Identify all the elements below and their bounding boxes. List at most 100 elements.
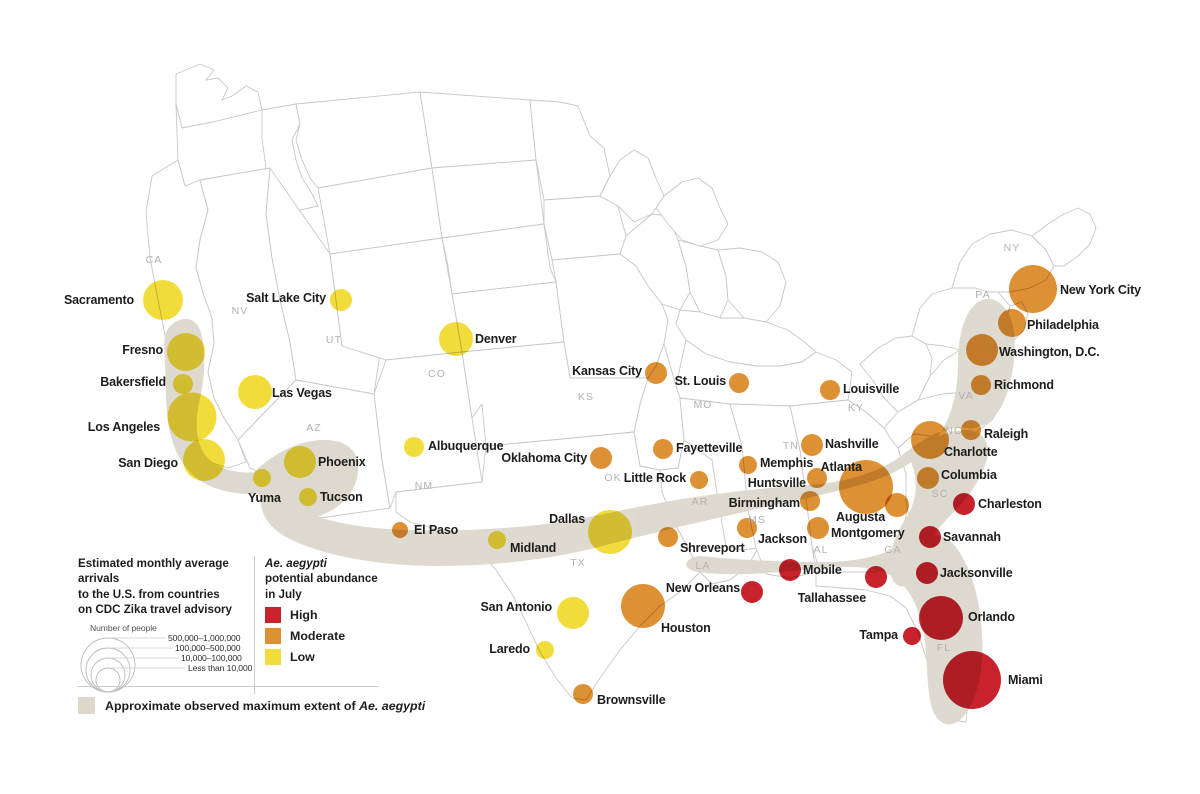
- extent-color-swatch: [78, 697, 95, 714]
- city-label: Sacramento: [63, 292, 134, 307]
- city-bubble[interactable]: [588, 510, 632, 554]
- city-bubble[interactable]: [392, 522, 408, 538]
- city-label: Jacksonville: [940, 565, 1013, 580]
- city-bubble[interactable]: [779, 559, 801, 581]
- city-bubble[interactable]: [739, 456, 757, 474]
- city-bubble[interactable]: [238, 375, 272, 409]
- city-bubble[interactable]: [404, 437, 424, 457]
- city-bubble[interactable]: [330, 289, 352, 311]
- city-bubble[interactable]: [807, 517, 829, 539]
- city-bubble[interactable]: [917, 467, 939, 489]
- city-label: New York City: [1060, 282, 1141, 297]
- city-bubble[interactable]: [916, 562, 938, 584]
- city-label: Orlando: [968, 609, 1015, 624]
- city-bubble[interactable]: [488, 531, 506, 549]
- city-bubble[interactable]: [536, 641, 554, 659]
- city-bubble[interactable]: [645, 362, 667, 384]
- city-bubble[interactable]: [998, 309, 1026, 337]
- city-bubble[interactable]: [737, 518, 757, 538]
- city-bubble[interactable]: [439, 322, 473, 356]
- abundance-legend-row[interactable]: Moderate: [265, 627, 378, 644]
- city-bubble[interactable]: [658, 527, 678, 547]
- city-label: Atlanta: [820, 459, 862, 474]
- state-abbreviation-label: TN: [782, 440, 800, 452]
- legend-extent: Approximate observed maximum extent of A…: [78, 697, 425, 714]
- city-label: Los Angeles: [87, 419, 160, 434]
- city-bubble[interactable]: [557, 597, 589, 629]
- city-label: Shreveport: [680, 540, 745, 555]
- abundance-legend-row[interactable]: Low: [265, 648, 378, 665]
- city-bubble[interactable]: [173, 374, 193, 394]
- city-label: New Orleans: [665, 580, 740, 595]
- city-bubble[interactable]: [911, 421, 949, 459]
- city-bubble[interactable]: [299, 488, 317, 506]
- city-bubble[interactable]: [729, 373, 749, 393]
- city-bubble[interactable]: [919, 596, 963, 640]
- nested-circles-icon: [80, 637, 186, 693]
- city-bubble[interactable]: [690, 471, 708, 489]
- abundance-swatch-list: High Moderate Low: [265, 606, 378, 665]
- city-bubble[interactable]: [885, 493, 909, 517]
- city-label: Huntsville: [747, 475, 806, 490]
- city-bubble[interactable]: [953, 493, 975, 515]
- city-bubble[interactable]: [807, 468, 827, 488]
- city-label: San Diego: [118, 455, 178, 470]
- city-bubble[interactable]: [183, 439, 225, 481]
- city-label: Richmond: [994, 377, 1054, 392]
- city-bubble[interactable]: [903, 627, 921, 645]
- city-bubble[interactable]: [167, 392, 217, 442]
- city-bubble[interactable]: [839, 460, 893, 514]
- state-abbreviation-label: TX: [570, 557, 586, 569]
- city-bubble[interactable]: [167, 333, 205, 371]
- legend-size-scale: Number of people 500,000–1,000,000 100,0…: [78, 622, 254, 694]
- legend-horizontal-rule: [78, 686, 378, 687]
- legend-abundance: Ae. aegypti potential abundance in July …: [265, 556, 378, 694]
- city-bubble[interactable]: [801, 434, 823, 456]
- state-abbreviation-label: MS: [748, 514, 766, 526]
- legend-size-axis-label: Number of people: [90, 623, 157, 634]
- city-label: Salt Lake City: [246, 290, 326, 305]
- abundance-legend-row[interactable]: High: [265, 606, 378, 623]
- city-label: Montgomery: [831, 525, 905, 540]
- city-bubble[interactable]: [621, 584, 665, 628]
- city-bubble[interactable]: [971, 375, 991, 395]
- extent-species-name: Ae. aegypti: [359, 698, 426, 713]
- city-label: Louisville: [843, 381, 900, 396]
- state-abbreviation-label: PA: [975, 289, 991, 301]
- city-bubble[interactable]: [741, 581, 763, 603]
- state-abbreviation-label: UT: [325, 334, 343, 346]
- abundance-color-swatch: [265, 648, 281, 665]
- city-bubble[interactable]: [573, 684, 593, 704]
- city-label: Las Vegas: [272, 385, 332, 400]
- city-label: St. Louis: [674, 373, 727, 388]
- city-bubble[interactable]: [966, 334, 998, 366]
- city-bubble[interactable]: [143, 280, 183, 320]
- city-label: Oklahoma City: [501, 450, 587, 465]
- city-label: Memphis: [760, 455, 814, 470]
- city-bubble[interactable]: [820, 380, 840, 400]
- city-bubble[interactable]: [943, 651, 1001, 709]
- city-label: Fayetteville: [676, 440, 743, 455]
- city-label: Denver: [475, 331, 517, 346]
- city-label: Little Rock: [623, 470, 686, 485]
- city-bubble[interactable]: [653, 439, 673, 459]
- city-bubble[interactable]: [1009, 265, 1057, 313]
- city-bubble[interactable]: [800, 491, 820, 511]
- city-label: Houston: [661, 620, 711, 635]
- city-bubble[interactable]: [865, 566, 887, 588]
- extent-legend-text: Approximate observed maximum extent of A…: [105, 698, 426, 713]
- city-bubble[interactable]: [590, 447, 612, 469]
- abundance-color-swatch: [265, 627, 281, 644]
- city-bubble[interactable]: [961, 420, 981, 440]
- city-label: Yuma: [248, 490, 281, 505]
- state-abbreviation-label: NM: [414, 480, 434, 492]
- city-label: Miami: [1008, 672, 1043, 687]
- city-label: Albuquerque: [428, 438, 504, 453]
- city-label: Kansas City: [572, 363, 642, 378]
- city-bubble[interactable]: [284, 446, 316, 478]
- city-label: El Paso: [414, 522, 459, 537]
- state-abbreviation-label: KS: [577, 391, 595, 403]
- city-bubble[interactable]: [253, 469, 271, 487]
- city-bubble[interactable]: [919, 526, 941, 548]
